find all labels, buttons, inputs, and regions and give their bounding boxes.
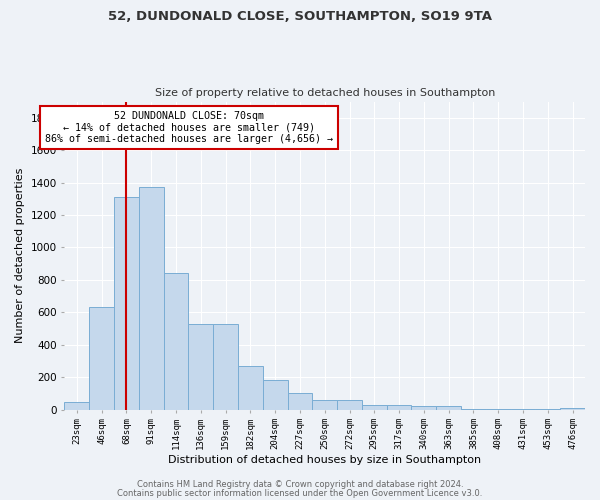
Bar xyxy=(263,380,287,410)
Bar xyxy=(287,392,313,409)
Bar xyxy=(461,408,486,410)
Text: Contains public sector information licensed under the Open Government Licence v3: Contains public sector information licen… xyxy=(118,488,482,498)
Bar xyxy=(139,188,164,410)
Bar xyxy=(386,404,412,409)
Bar xyxy=(412,406,436,409)
Bar xyxy=(164,274,188,409)
X-axis label: Distribution of detached houses by size in Southampton: Distribution of detached houses by size … xyxy=(168,455,481,465)
Bar xyxy=(313,400,337,409)
Bar xyxy=(213,324,238,410)
Y-axis label: Number of detached properties: Number of detached properties xyxy=(15,168,25,343)
Bar xyxy=(188,324,213,410)
Text: Contains HM Land Registry data © Crown copyright and database right 2024.: Contains HM Land Registry data © Crown c… xyxy=(137,480,463,489)
Bar xyxy=(511,408,535,410)
Text: 52 DUNDONALD CLOSE: 70sqm
← 14% of detached houses are smaller (749)
86% of semi: 52 DUNDONALD CLOSE: 70sqm ← 14% of detac… xyxy=(46,111,334,144)
Bar xyxy=(436,406,461,410)
Bar xyxy=(238,366,263,410)
Bar xyxy=(64,402,89,409)
Bar xyxy=(560,408,585,410)
Bar xyxy=(114,197,139,410)
Bar xyxy=(535,408,560,410)
Bar xyxy=(89,306,114,410)
Text: 52, DUNDONALD CLOSE, SOUTHAMPTON, SO19 9TA: 52, DUNDONALD CLOSE, SOUTHAMPTON, SO19 9… xyxy=(108,10,492,23)
Bar xyxy=(486,408,511,410)
Title: Size of property relative to detached houses in Southampton: Size of property relative to detached ho… xyxy=(155,88,495,98)
Bar xyxy=(337,400,362,409)
Bar xyxy=(362,404,386,409)
